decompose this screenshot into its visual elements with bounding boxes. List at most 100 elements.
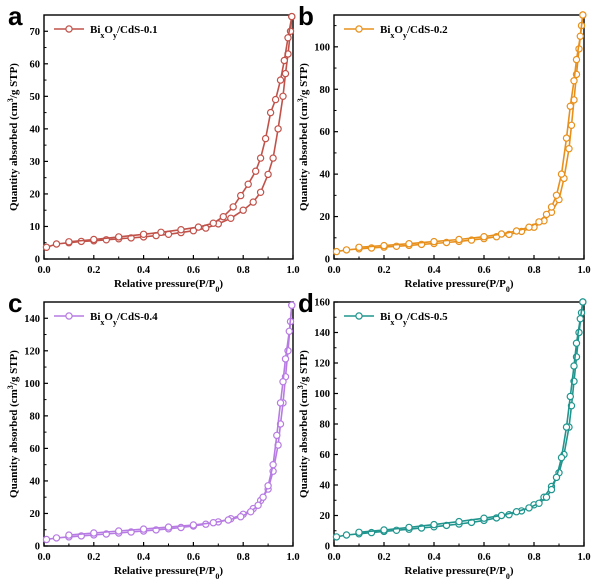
x-tick-label: 0.6 xyxy=(477,552,490,563)
desorption-point xyxy=(164,523,173,531)
desorption-point xyxy=(259,493,267,501)
y-tick-label: 100 xyxy=(314,389,330,400)
x-tick-label: 0.0 xyxy=(37,552,50,563)
legend-text-part: /CdS-0.1 xyxy=(116,24,158,36)
y-tick-label: 40 xyxy=(30,476,41,487)
adsorption-point xyxy=(269,154,277,162)
adsorption-point xyxy=(567,121,576,130)
desorption-point xyxy=(542,493,551,501)
y-tick-label: 80 xyxy=(320,420,331,431)
legend-label: BixOy/CdS-0.1 xyxy=(90,24,158,40)
y-tick-label: 0 xyxy=(35,255,40,266)
y-tick-label: 30 xyxy=(30,157,41,168)
legend-text-part: /CdS-0.5 xyxy=(406,311,448,323)
legend-subscript: x xyxy=(100,31,104,40)
y-tick-label: 80 xyxy=(30,411,41,422)
panel-letter: a xyxy=(8,1,23,31)
legend-text-part: O xyxy=(104,24,113,36)
x-tick-label: 1.0 xyxy=(577,265,590,276)
x-tick-label: 1.0 xyxy=(577,552,590,563)
desorption-point xyxy=(455,517,463,526)
legend-subscript: y xyxy=(403,318,407,327)
x-tick-label: 0.2 xyxy=(87,265,100,276)
x-tick-label: 0.4 xyxy=(427,552,441,563)
desorption-point xyxy=(194,223,203,231)
x-tick-label: 0.8 xyxy=(527,265,540,276)
legend-text-part: O xyxy=(394,24,403,36)
desorption-line xyxy=(358,14,584,249)
adsorption-point xyxy=(249,198,257,206)
panel-a: 0.0 0.2 0.4 0.6 0.8 1.0010203040506070Relativ… xyxy=(6,1,300,294)
x-tick-label: 1.0 xyxy=(286,265,299,276)
desorption-point xyxy=(535,499,543,507)
y-tick-label: 70 xyxy=(30,27,41,38)
desorption-point xyxy=(542,210,551,219)
y-axis-title-main: Quantity absorbed (cm xyxy=(8,102,20,211)
x-axis-title-main: Relative pressure(P/P xyxy=(114,278,216,290)
y-axis-title-sup: 3 xyxy=(6,98,15,102)
x-tick-label: 0.4 xyxy=(427,265,441,276)
y-axis-title: Quantity absorbed (cm3/g STP) xyxy=(296,350,311,498)
x-tick-label: 0.8 xyxy=(237,552,250,563)
desorption-point xyxy=(497,230,506,238)
x-tick-label: 0.2 xyxy=(87,552,100,563)
desorption-point xyxy=(114,527,123,535)
desorption-point xyxy=(281,355,290,363)
x-axis-title-main: Relative pressure(P/P xyxy=(405,278,507,290)
desorption-point xyxy=(236,191,245,200)
desorption-point xyxy=(552,473,561,482)
desorption-point xyxy=(562,134,571,142)
legend-marker xyxy=(355,25,363,33)
adsorption-point xyxy=(42,535,51,544)
y-axis-title-end: /g STP) xyxy=(298,350,310,386)
legend-label: BixOy/CdS-0.5 xyxy=(380,311,448,327)
desorption-point xyxy=(576,32,585,40)
x-tick-label: 0.0 xyxy=(327,265,340,276)
legend-text-part: Bi xyxy=(380,311,390,323)
x-axis-title-sub: 0 xyxy=(215,572,219,581)
desorption-point xyxy=(276,399,285,407)
desorption-point xyxy=(480,514,488,522)
desorption-point xyxy=(557,170,566,178)
desorption-point xyxy=(114,233,123,241)
x-tick-label: 0.4 xyxy=(137,265,151,276)
y-axis-title: Quantity absorbed (cm3/g STP) xyxy=(6,63,21,211)
legend-label: BixOy/CdS-0.2 xyxy=(380,24,448,40)
adsorption-point xyxy=(52,240,61,248)
x-axis-title-end: ) xyxy=(219,565,223,577)
desorption-point xyxy=(65,531,73,539)
desorption-point xyxy=(139,525,148,533)
desorption-point xyxy=(497,511,506,520)
adsorption-point xyxy=(281,69,290,78)
y-tick-label: 60 xyxy=(30,59,41,70)
y-axis-title-end: /g STP) xyxy=(298,63,310,99)
desorption-point xyxy=(280,56,288,65)
desorption-point xyxy=(266,108,275,117)
legend-subscript: x xyxy=(100,318,104,327)
desorption-point xyxy=(380,241,388,250)
desorption-point xyxy=(380,526,388,534)
desorption-point xyxy=(572,55,581,64)
desorption-point xyxy=(219,212,227,221)
desorption-point xyxy=(139,230,148,238)
desorption-point xyxy=(229,203,237,211)
y-tick-label: 0 xyxy=(325,542,330,553)
adsorption-point xyxy=(52,534,61,542)
panel-letter: c xyxy=(8,288,22,318)
y-tick-label: 60 xyxy=(30,444,41,455)
desorption-point xyxy=(244,180,252,188)
legend-marker xyxy=(65,25,73,33)
y-tick-label: 100 xyxy=(24,379,40,390)
y-tick-label: 20 xyxy=(320,511,331,522)
y-tick-label: 120 xyxy=(24,346,40,357)
y-tick-label: 120 xyxy=(314,359,330,370)
plot-frame xyxy=(43,14,294,260)
panel-b: 0.0 0.2 0.4 0.6 0.8 1.0 0 20 40 60 80 100 Relative p… xyxy=(296,1,591,294)
legend-subscript: x xyxy=(390,318,394,327)
x-axis-title: Relative pressure(P/P0) xyxy=(405,565,514,581)
adsorption-point xyxy=(332,533,341,541)
desorption-point xyxy=(285,327,293,335)
legend-marker xyxy=(355,312,363,320)
legend-text-part: Bi xyxy=(90,24,100,36)
